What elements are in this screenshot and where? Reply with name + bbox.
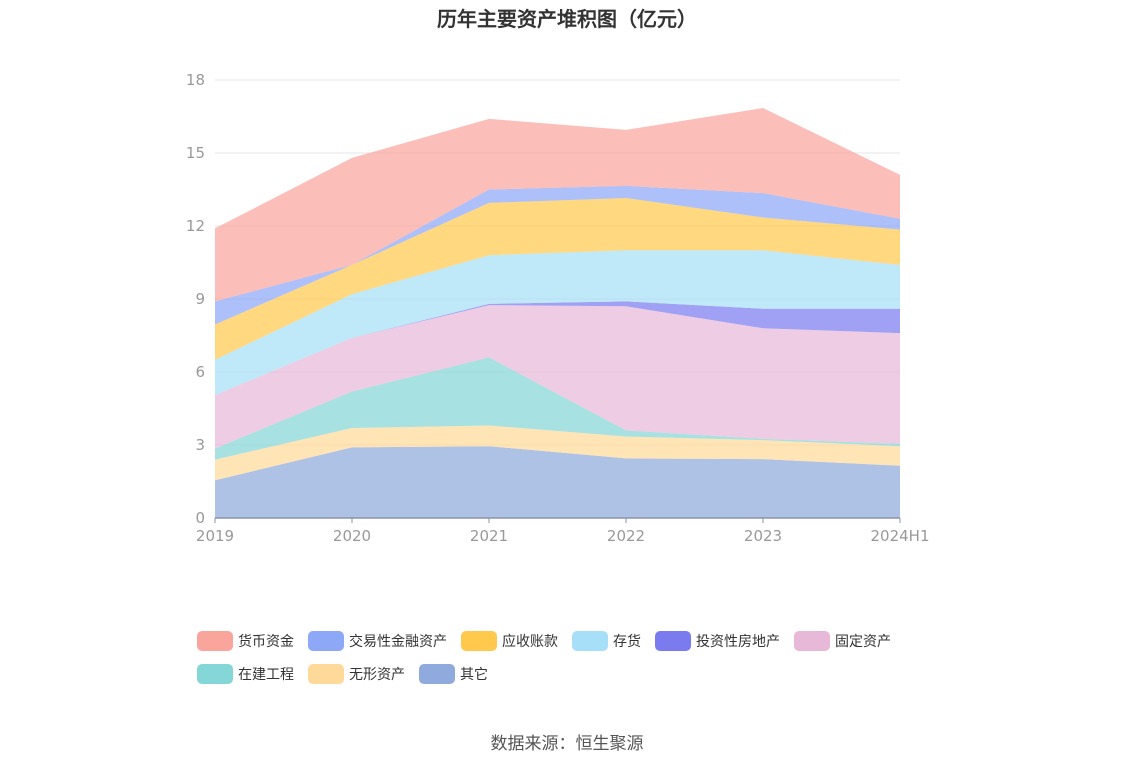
x-tick-label: 2022	[607, 527, 645, 545]
x-tick-label: 2021	[470, 527, 508, 545]
area-series-1	[215, 425, 900, 481]
legend-swatch	[794, 631, 830, 651]
area-series-3	[215, 305, 900, 449]
legend: 货币资金 交易性金融资产 应收账款 存货 投资性房地产 固定资产 在建工程 无形资产 其它	[197, 630, 957, 696]
area-series-4	[215, 301, 900, 396]
area-series	[215, 108, 900, 518]
y-tick-label: 18	[186, 71, 205, 89]
legend-swatch	[197, 631, 233, 651]
legend-item[interactable]: 应收账款	[461, 630, 558, 652]
legend-label: 货币资金	[238, 634, 294, 650]
area-series-6	[215, 198, 900, 360]
y-tick-label: 12	[186, 217, 205, 235]
legend-label: 无形资产	[349, 667, 405, 683]
legend-label: 投资性房地产	[696, 634, 780, 650]
legend-item[interactable]: 交易性金融资产	[308, 630, 447, 652]
y-tick-label: 0	[195, 509, 205, 527]
area-series-0	[215, 446, 900, 518]
legend-swatch	[308, 631, 344, 651]
legend-label: 固定资产	[835, 634, 891, 650]
legend-item[interactable]: 无形资产	[308, 663, 405, 685]
legend-swatch	[655, 631, 691, 651]
legend-label: 其它	[460, 667, 488, 683]
legend-label: 应收账款	[502, 634, 558, 650]
legend-item[interactable]: 其它	[419, 663, 488, 685]
legend-item[interactable]: 固定资产	[794, 630, 891, 652]
area-series-8	[215, 108, 900, 302]
legend-swatch	[419, 664, 455, 684]
legend-swatch	[308, 664, 344, 684]
legend-label: 在建工程	[238, 667, 294, 683]
legend-swatch	[572, 631, 608, 651]
y-tick-label: 9	[195, 290, 205, 308]
legend-row: 在建工程 无形资产 其它	[197, 663, 957, 685]
x-tick-label: 2020	[333, 527, 371, 545]
chart-title: 历年主要资产堆积图（亿元）	[437, 7, 697, 31]
x-tick-label: 2023	[744, 527, 782, 545]
legend-label: 交易性金融资产	[349, 634, 447, 650]
source-note: 数据来源：恒生聚源	[490, 734, 644, 754]
legend-label: 存货	[613, 634, 641, 650]
legend-item[interactable]: 货币资金	[197, 630, 294, 652]
y-tick-label: 6	[195, 363, 205, 381]
y-tick-label: 15	[186, 144, 205, 162]
legend-item[interactable]: 存货	[572, 630, 641, 652]
x-tick-label: 2019	[196, 527, 234, 545]
legend-swatch	[197, 664, 233, 684]
legend-swatch	[461, 631, 497, 651]
legend-item[interactable]: 投资性房地产	[655, 630, 780, 652]
legend-item[interactable]: 在建工程	[197, 663, 294, 685]
area-series-2	[215, 357, 900, 460]
legend-row: 货币资金 交易性金融资产 应收账款 存货 投资性房地产 固定资产	[197, 630, 957, 652]
stacked-area-chart: 0 3 6 9 12 15 18 2019 2020 2021 2022 2023 2024H1	[186, 71, 930, 545]
area-series-5	[215, 250, 900, 396]
y-tick-label: 3	[195, 436, 205, 454]
axes: 0 3 6 9 12 15 18 2019 2020 2021 2022 2023 2024H1	[186, 71, 930, 545]
x-tick-label: 2024H1	[871, 527, 930, 545]
